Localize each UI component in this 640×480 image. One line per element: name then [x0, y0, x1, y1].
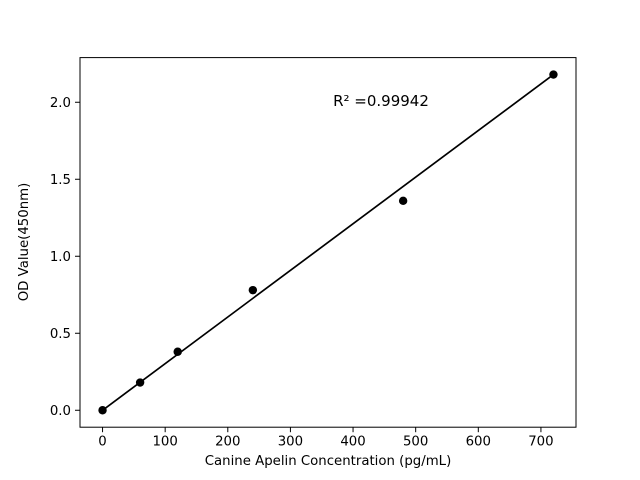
data-point — [398, 196, 408, 206]
data-point — [135, 378, 145, 387]
x-tick-label: 400 — [340, 435, 365, 450]
x-tick-label: 700 — [528, 435, 553, 450]
y-tick-label: 1.0 — [50, 250, 71, 265]
y-tick-label: 1.5 — [50, 173, 71, 188]
r-squared-annotation: R² =0.99942 — [333, 92, 429, 110]
y-tick-label: 0.0 — [50, 404, 71, 419]
x-tick-label: 300 — [278, 435, 303, 450]
x-tick-label: 500 — [403, 435, 428, 450]
data-point — [549, 70, 558, 79]
x-tick-label: 600 — [466, 435, 491, 450]
trend-line — [101, 73, 555, 412]
x-tick-label: 0 — [98, 435, 106, 450]
data-point — [173, 347, 182, 356]
y-tick-label: 2.0 — [50, 96, 71, 111]
x-axis-title: Canine Apelin Concentration (pg/mL) — [205, 454, 452, 469]
plot-area: 0 100 200 300 400 500 600 700 0.0 0.5 1.0 1.5 2.0 — [50, 57, 577, 450]
x-tick-label: 200 — [215, 435, 240, 450]
data-point — [248, 285, 258, 295]
x-tick-label: 100 — [152, 435, 177, 450]
y-tick-label: 0.5 — [50, 327, 71, 342]
plot-border — [79, 57, 577, 428]
y-axis-title: OD Value(450nm) — [17, 183, 32, 302]
data-point — [98, 406, 107, 415]
